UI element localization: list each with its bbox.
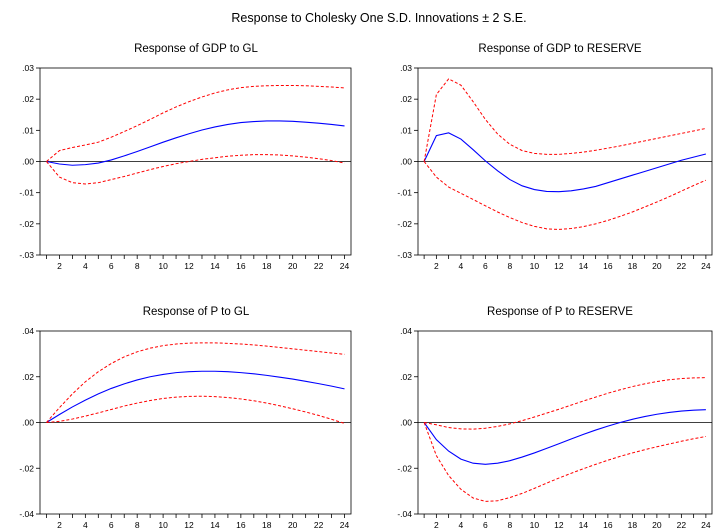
y-tick-label-p-gl: .04 — [22, 326, 34, 336]
x-tick-label-p-gl: 2 — [57, 520, 62, 529]
x-tick-label-p-reserve: 16 — [603, 520, 613, 529]
x-tick-label-gdp-gl: 4 — [83, 261, 88, 271]
x-tick-label-gdp-reserve: 6 — [483, 261, 488, 271]
x-tick-label-gdp-reserve: 16 — [603, 261, 613, 271]
x-tick-label-p-reserve: 18 — [628, 520, 638, 529]
x-tick-label-p-gl: 12 — [184, 520, 194, 529]
y-tick-label-gdp-reserve: -.01 — [397, 188, 412, 198]
y-tick-label-p-gl: -.04 — [19, 509, 34, 519]
x-tick-label-p-reserve: 4 — [459, 520, 464, 529]
x-tick-label-p-reserve: 2 — [434, 520, 439, 529]
x-tick-label-gdp-gl: 8 — [135, 261, 140, 271]
x-tick-label-p-reserve: 24 — [701, 520, 711, 529]
y-tick-label-p-gl: .02 — [22, 372, 34, 382]
x-tick-label-gdp-reserve: 2 — [434, 261, 439, 271]
y-tick-label-gdp-reserve: -.03 — [397, 250, 412, 260]
x-tick-label-p-reserve: 14 — [579, 520, 589, 529]
x-tick-label-gdp-gl: 12 — [184, 261, 194, 271]
x-tick-label-p-gl: 10 — [158, 520, 168, 529]
x-tick-label-gdp-reserve: 24 — [701, 261, 711, 271]
y-tick-label-gdp-gl: -.01 — [19, 188, 34, 198]
y-tick-label-p-reserve: .00 — [400, 418, 412, 428]
x-tick-label-gdp-reserve: 8 — [508, 261, 513, 271]
panel-title-p-gl: Response of P to GL — [143, 306, 250, 318]
upper-band-line-gdp-gl — [46, 84, 345, 162]
y-tick-label-gdp-reserve: .01 — [400, 125, 412, 135]
y-tick-label-p-reserve: -.02 — [397, 463, 412, 473]
lower-band-line-p-gl — [46, 395, 345, 424]
x-tick-label-p-gl: 20 — [288, 520, 298, 529]
response-line-p-reserve — [423, 409, 706, 465]
x-tick-label-gdp-gl: 6 — [109, 261, 114, 271]
figure-title: Response to Cholesky One S.D. Innovation… — [231, 11, 526, 25]
y-tick-label-gdp-gl: .03 — [22, 63, 34, 73]
x-tick-label-p-reserve: 22 — [677, 520, 687, 529]
x-tick-label-p-gl: 24 — [340, 520, 350, 529]
y-tick-label-gdp-reserve: .03 — [400, 63, 412, 73]
x-tick-label-gdp-gl: 22 — [314, 261, 324, 271]
lower-band-line-gdp-reserve — [423, 161, 707, 230]
y-tick-label-gdp-reserve: .02 — [400, 94, 412, 104]
x-tick-label-gdp-gl: 16 — [236, 261, 246, 271]
lower-band-line-gdp-gl — [46, 154, 345, 185]
upper-band-line-p-gl — [46, 342, 345, 423]
x-tick-label-p-gl: 14 — [210, 520, 220, 529]
x-tick-label-p-gl: 6 — [109, 520, 114, 529]
y-tick-label-p-reserve: .04 — [400, 326, 412, 336]
x-tick-label-gdp-reserve: 14 — [579, 261, 589, 271]
x-tick-label-p-gl: 18 — [262, 520, 272, 529]
x-tick-label-gdp-reserve: 4 — [459, 261, 464, 271]
response-line-gdp-reserve — [423, 132, 707, 193]
upper-band-line-gdp-reserve — [423, 78, 706, 162]
y-tick-label-gdp-gl: .01 — [22, 125, 34, 135]
panel-title-p-reserve: Response of P to RESERVE — [487, 306, 633, 318]
panel-title-gdp-gl: Response of GDP to GL — [134, 43, 258, 55]
x-tick-label-p-reserve: 10 — [530, 520, 540, 529]
x-tick-label-gdp-gl: 10 — [158, 261, 168, 271]
y-tick-label-p-reserve: -.04 — [397, 509, 412, 519]
upper-band-line-p-reserve — [424, 377, 706, 430]
x-tick-label-p-gl: 16 — [236, 520, 246, 529]
panel-p-reserve: Response of P to RESERVE .04 .02 .00 -.02 -.0… — [397, 306, 713, 529]
x-tick-label-gdp-reserve: 22 — [677, 261, 687, 271]
panel-gdp-reserve: Response of GDP to RESERVE .03 .02 .01 .00 -.… — [397, 43, 713, 271]
x-tick-label-gdp-reserve: 12 — [554, 261, 564, 271]
x-tick-label-p-gl: 8 — [135, 520, 140, 529]
x-tick-label-p-gl: 22 — [314, 520, 324, 529]
x-tick-label-p-reserve: 6 — [483, 520, 488, 529]
y-tick-label-gdp-gl: .02 — [22, 94, 34, 104]
x-tick-label-gdp-reserve: 20 — [652, 261, 662, 271]
response-line-p-gl — [46, 370, 345, 423]
x-tick-label-p-reserve: 8 — [508, 520, 513, 529]
response-line-gdp-gl — [46, 120, 345, 166]
panel-p-gl: Response of P to GL.04.02.00-.02-.042 4 6 8… — [19, 306, 352, 529]
panel-title-gdp-reserve: Response of GDP to RESERVE — [478, 43, 642, 55]
x-tick-label-gdp-gl: 24 — [340, 261, 350, 271]
x-tick-label-gdp-gl: 18 — [262, 261, 272, 271]
panel-gdp-gl: Response of GDP to GL .03 .02 .01 .00 -.01 -.0… — [19, 43, 352, 271]
y-tick-label-p-gl: -.02 — [19, 463, 34, 473]
x-tick-label-p-gl: 4 — [83, 520, 88, 529]
y-tick-label-gdp-reserve: .00 — [400, 157, 412, 167]
x-tick-label-gdp-gl: 20 — [288, 261, 298, 271]
x-tick-label-gdp-gl: 14 — [210, 261, 220, 271]
lower-band-line-p-reserve — [423, 422, 706, 502]
x-tick-label-p-reserve: 20 — [652, 520, 662, 529]
x-tick-label-gdp-gl: 2 — [57, 261, 62, 271]
x-tick-label-gdp-reserve: 10 — [530, 261, 540, 271]
y-tick-label-gdp-gl: -.02 — [19, 219, 34, 229]
x-tick-label-p-reserve: 12 — [554, 520, 564, 529]
y-tick-label-p-gl: .00 — [22, 418, 34, 428]
x-tick-label-gdp-reserve: 18 — [628, 261, 638, 271]
y-tick-label-gdp-gl: .00 — [22, 157, 34, 167]
y-tick-label-p-reserve: .02 — [400, 372, 412, 382]
y-tick-label-gdp-reserve: -.02 — [397, 219, 412, 229]
y-tick-label-gdp-gl: -.03 — [19, 250, 34, 260]
